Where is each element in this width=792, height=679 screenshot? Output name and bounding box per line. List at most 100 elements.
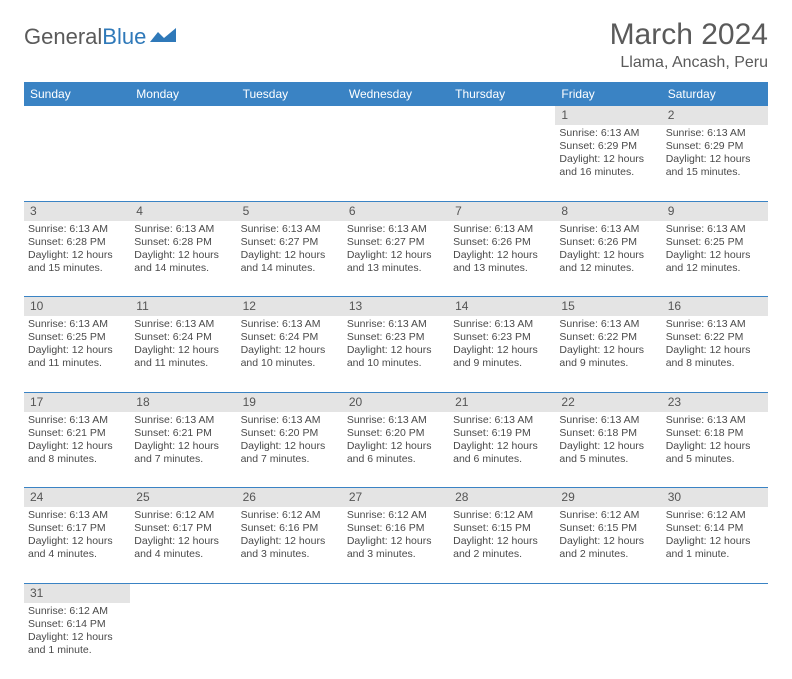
sunrise-text: Sunrise: 6:13 AM xyxy=(134,414,232,427)
sunrise-text: Sunrise: 6:12 AM xyxy=(453,509,551,522)
day2-text: and 13 minutes. xyxy=(347,262,445,275)
day2-text: and 15 minutes. xyxy=(666,166,764,179)
day-content-row: Sunrise: 6:12 AMSunset: 6:14 PMDaylight:… xyxy=(24,603,768,679)
day-number xyxy=(555,583,661,603)
day1-text: Daylight: 12 hours xyxy=(666,153,764,166)
day-number: 6 xyxy=(343,201,449,221)
day-cell xyxy=(237,603,343,679)
sunset-text: Sunset: 6:29 PM xyxy=(559,140,657,153)
day1-text: Daylight: 12 hours xyxy=(666,344,764,357)
day2-text: and 7 minutes. xyxy=(134,453,232,466)
day1-text: Daylight: 12 hours xyxy=(241,535,339,548)
location: Llama, Ancash, Peru xyxy=(610,54,768,72)
day-number xyxy=(662,583,768,603)
sunrise-text: Sunrise: 6:12 AM xyxy=(241,509,339,522)
day2-text: and 3 minutes. xyxy=(241,548,339,561)
day2-text: and 8 minutes. xyxy=(28,453,126,466)
sunset-text: Sunset: 6:15 PM xyxy=(453,522,551,535)
day2-text: and 9 minutes. xyxy=(559,357,657,370)
day-cell: Sunrise: 6:12 AMSunset: 6:14 PMDaylight:… xyxy=(24,603,130,679)
day-cell: Sunrise: 6:13 AMSunset: 6:26 PMDaylight:… xyxy=(555,221,661,297)
day2-text: and 13 minutes. xyxy=(453,262,551,275)
sunrise-text: Sunrise: 6:13 AM xyxy=(559,318,657,331)
day2-text: and 14 minutes. xyxy=(134,262,232,275)
sunrise-text: Sunrise: 6:13 AM xyxy=(666,414,764,427)
day2-text: and 7 minutes. xyxy=(241,453,339,466)
day2-text: and 16 minutes. xyxy=(559,166,657,179)
day-cell: Sunrise: 6:13 AMSunset: 6:18 PMDaylight:… xyxy=(662,412,768,488)
day-number: 24 xyxy=(24,488,130,508)
day2-text: and 1 minute. xyxy=(666,548,764,561)
day1-text: Daylight: 12 hours xyxy=(134,535,232,548)
day-number: 8 xyxy=(555,201,661,221)
sunset-text: Sunset: 6:18 PM xyxy=(666,427,764,440)
sunset-text: Sunset: 6:21 PM xyxy=(28,427,126,440)
day-cell: Sunrise: 6:13 AMSunset: 6:25 PMDaylight:… xyxy=(24,316,130,392)
day-cell: Sunrise: 6:13 AMSunset: 6:29 PMDaylight:… xyxy=(662,125,768,201)
day-content-row: Sunrise: 6:13 AM Sunset: 6:21 PM Daylight:… xyxy=(24,412,768,488)
day2-text: and 3 minutes. xyxy=(347,548,445,561)
day-cell: Sunrise: 6:13 AMSunset: 6:24 PMDaylight:… xyxy=(237,316,343,392)
day-number: 4 xyxy=(130,201,236,221)
sunrise-text: Sunrise: 6:13 AM xyxy=(347,223,445,236)
day2-text: and 12 minutes. xyxy=(559,262,657,275)
sunrise-text: Sunrise: 6:13 AM xyxy=(28,223,126,236)
day-number: 20 xyxy=(343,392,449,412)
sunrise-text: Sunrise: 6:13 AM xyxy=(134,318,232,331)
day2-text: and 11 minutes. xyxy=(134,357,232,370)
day-cell: Sunrise: 6:13 AMSunset: 6:25 PMDaylight:… xyxy=(662,221,768,297)
day-header: Friday xyxy=(555,82,661,106)
day1-text: Daylight: 12 hours xyxy=(453,440,551,453)
sunset-text: Sunset: 6:28 PM xyxy=(28,236,126,249)
sunrise-text: Sunrise: 6:13 AM xyxy=(347,414,445,427)
sunset-text: Sunset: 6:28 PM xyxy=(134,236,232,249)
day-number xyxy=(237,106,343,125)
day-cell: Sunrise: 6:13 AMSunset: 6:24 PMDaylight:… xyxy=(130,316,236,392)
sunset-text: Sunset: 6:25 PM xyxy=(666,236,764,249)
day-cell: Sunrise: 6:13 AMSunset: 6:20 PMDaylight:… xyxy=(343,412,449,488)
day2-text: and 4 minutes. xyxy=(28,548,126,561)
day-number-row: 31 xyxy=(24,583,768,603)
sunset-text: Sunset: 6:16 PM xyxy=(241,522,339,535)
day2-text: and 15 minutes. xyxy=(28,262,126,275)
day-cell: Sunrise: 6:13 AMSunset: 6:29 PMDaylight:… xyxy=(555,125,661,201)
sunset-text: Sunset: 6:20 PM xyxy=(347,427,445,440)
sunrise-text: Sunrise: 6:13 AM xyxy=(453,414,551,427)
header: GeneralBlue March 2024 Llama, Ancash, Pe… xyxy=(24,18,768,72)
day2-text: and 1 minute. xyxy=(28,644,126,657)
day1-text: Daylight: 12 hours xyxy=(134,249,232,262)
day-cell xyxy=(343,603,449,679)
day-cell: Sunrise: 6:12 AMSunset: 6:16 PMDaylight:… xyxy=(237,507,343,583)
day-header-row: SundayMondayTuesdayWednesdayThursdayFrid… xyxy=(24,82,768,106)
day1-text: Daylight: 12 hours xyxy=(134,344,232,357)
sunrise-text: Sunrise: 6:13 AM xyxy=(28,318,126,331)
day-content-row: Sunrise: 6:13 AMSunset: 6:28 PMDaylight:… xyxy=(24,221,768,297)
day-number: 13 xyxy=(343,297,449,317)
day1-text: Daylight: 12 hours xyxy=(241,249,339,262)
day1-text: Daylight: 12 hours xyxy=(28,535,126,548)
sunset-text: Sunset: 6:17 PM xyxy=(134,522,232,535)
sunrise-text: Sunrise: 6:12 AM xyxy=(28,605,126,618)
day-number: 28 xyxy=(449,488,555,508)
day1-text: Daylight: 12 hours xyxy=(666,249,764,262)
day2-text: and 12 minutes. xyxy=(666,262,764,275)
day-content-row: Sunrise: 6:13 AMSunset: 6:25 PMDaylight:… xyxy=(24,316,768,392)
sunset-text: Sunset: 6:19 PM xyxy=(453,427,551,440)
day-cell xyxy=(237,125,343,201)
day-header: Thursday xyxy=(449,82,555,106)
sunrise-text: Sunrise: 6:13 AM xyxy=(134,223,232,236)
day-number-row: 24252627282930 xyxy=(24,488,768,508)
day-number: 2 xyxy=(662,106,768,125)
day-number: 14 xyxy=(449,297,555,317)
day1-text: Daylight: 12 hours xyxy=(559,153,657,166)
day-cell xyxy=(130,125,236,201)
day1-text: Daylight: 12 hours xyxy=(347,440,445,453)
day1-text: Daylight: 12 hours xyxy=(453,344,551,357)
sunset-text: Sunset: 6:25 PM xyxy=(28,331,126,344)
day1-text: Daylight: 12 hours xyxy=(453,249,551,262)
sunset-text: Sunset: 6:20 PM xyxy=(241,427,339,440)
day1-text: Daylight: 12 hours xyxy=(347,535,445,548)
day1-text: Daylight: 12 hours xyxy=(666,440,764,453)
day-number: 30 xyxy=(662,488,768,508)
day-cell: Sunrise: 6:13 AMSunset: 6:28 PMDaylight:… xyxy=(130,221,236,297)
